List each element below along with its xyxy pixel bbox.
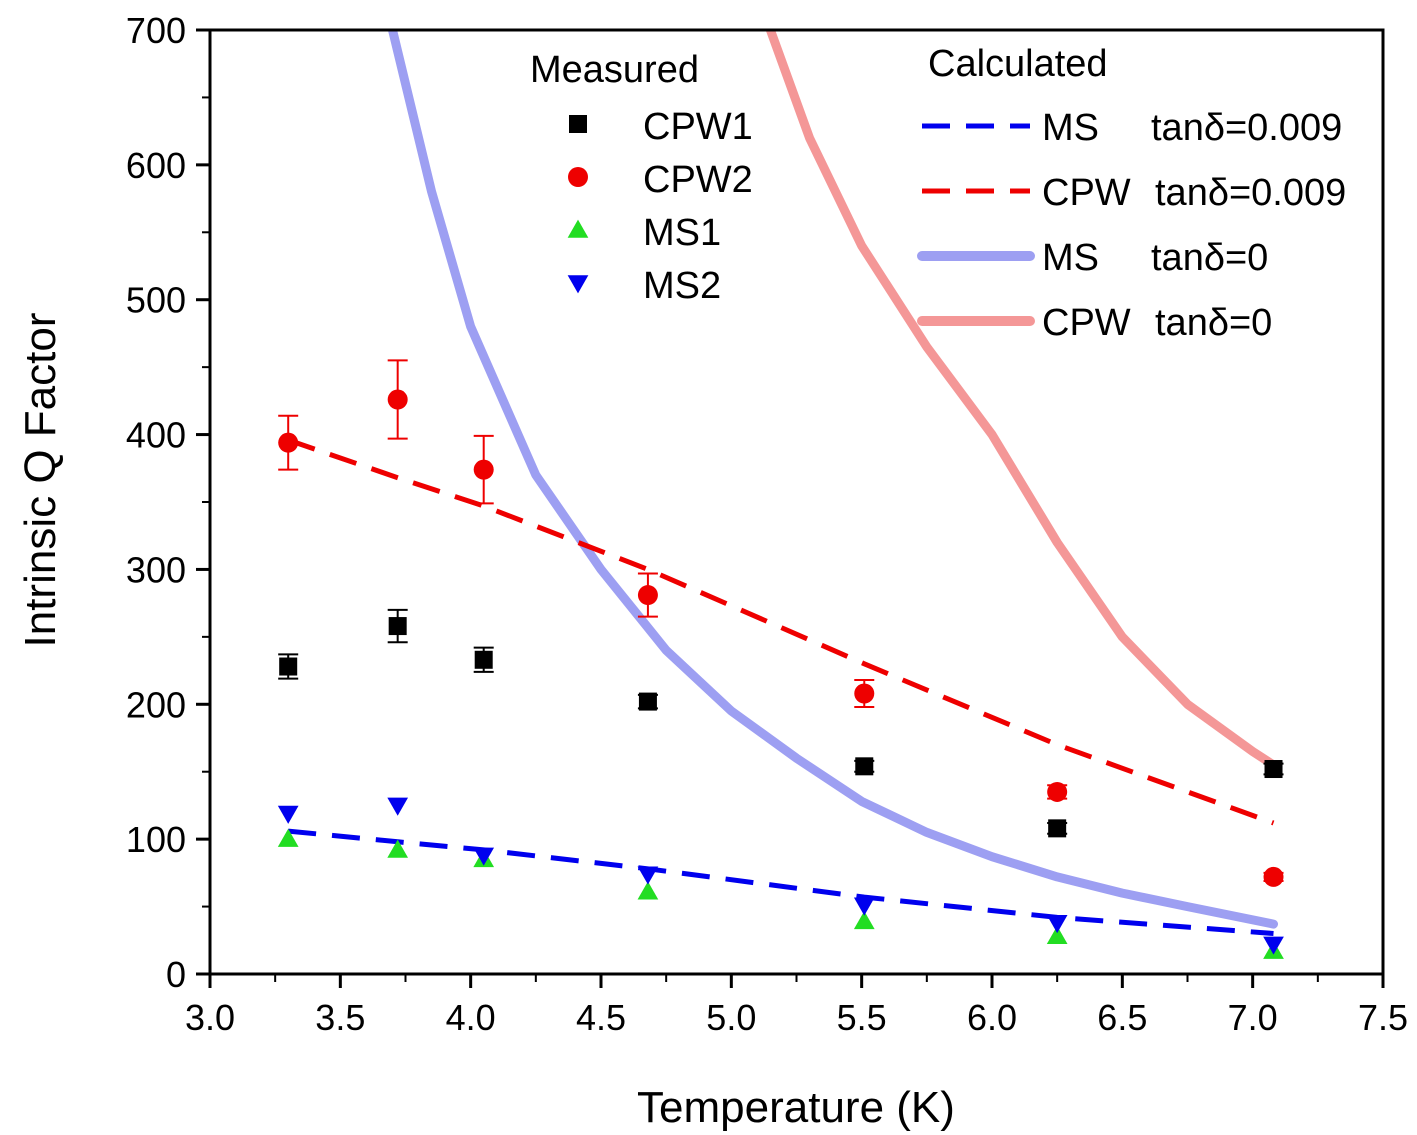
legend-label-cpw1: CPW1 <box>643 106 753 148</box>
x-tick-label: 5.0 <box>706 997 756 1038</box>
legend-label-cpw2: CPW2 <box>643 159 753 201</box>
data-point-cpw1 <box>855 757 874 776</box>
legend-marker-cpw1 <box>569 115 587 133</box>
x-tick-label: 7.0 <box>1228 997 1278 1038</box>
legend-calculated: Calculated MS tanδ=0.009 CPW tanδ=0.009 MS ta… <box>917 43 1346 344</box>
data-point-ms1 <box>853 911 875 930</box>
y-tick-label: 600 <box>126 145 186 186</box>
tick-labels: 3.0 3.5 4.0 4.5 5.0 5.5 6.0 6.5 7.0 7.5 0 100 200 300… <box>126 10 1408 1038</box>
y-tick-label: 100 <box>126 819 186 860</box>
data-point-ms2 <box>277 805 299 824</box>
legend-marker-ms1 <box>567 219 589 238</box>
legend-marker-ms2 <box>567 275 589 294</box>
calc-line-ms-loss <box>287 828 1274 936</box>
data-point-cpw2 <box>278 432 299 453</box>
x-tick-label: 6.0 <box>967 997 1017 1038</box>
data-point-ms2 <box>473 847 495 866</box>
legend-marker-cpw2 <box>568 167 588 187</box>
data-point-ms1 <box>277 828 299 847</box>
y-tick-label: 400 <box>126 415 186 456</box>
x-tick-label: 3.5 <box>315 997 365 1038</box>
calculated-lines <box>287 30 1278 936</box>
y-tick-label: 200 <box>126 684 186 725</box>
calc-line-ms-lossless <box>388 30 1278 929</box>
y-axis-title: Intrinsic Q Factor <box>16 313 65 648</box>
data-point-cpw2 <box>473 459 494 480</box>
y-tick-label: 0 <box>166 954 186 995</box>
legend-measured-title: Measured <box>530 49 699 91</box>
calc-line-cpw-lossless <box>765 30 1278 770</box>
x-tick-label: 5.5 <box>837 997 887 1038</box>
x-tick-label: 4.5 <box>576 997 626 1038</box>
calc-line-cpw-loss <box>287 437 1275 826</box>
y-tick-label: 700 <box>126 10 186 51</box>
x-tick-label: 6.5 <box>1097 997 1147 1038</box>
legend-label-ms2: MS2 <box>643 265 721 307</box>
data-point-ms2 <box>1046 914 1068 934</box>
data-point-ms1 <box>387 839 409 858</box>
data-point-cpw1 <box>1048 819 1067 838</box>
x-tick-label: 3.0 <box>185 997 235 1038</box>
legend-label-ms1: MS1 <box>643 212 721 254</box>
data-point-cpw1 <box>388 617 407 636</box>
data-point-ms2 <box>637 866 659 885</box>
data-point-cpw2 <box>637 585 658 606</box>
x-axis-title: Temperature (K) <box>637 1083 955 1132</box>
legend-calc-tan: tanδ=0 <box>1151 237 1268 279</box>
data-point-cpw1 <box>279 657 298 676</box>
data-point-cpw1 <box>638 692 657 711</box>
measured-points <box>277 359 1284 959</box>
data-point-ms1 <box>637 881 659 900</box>
data-point-cpw1 <box>1264 760 1283 779</box>
data-point-cpw2 <box>1047 781 1068 802</box>
legend-calc-name: MS <box>1042 237 1099 279</box>
legend-calc-name: MS <box>1042 107 1099 149</box>
y-tick-label: 300 <box>126 549 186 590</box>
legend-calc-name: CPW <box>1042 172 1131 214</box>
legend-calculated-title: Calculated <box>928 43 1108 85</box>
x-tick-label: 7.5 <box>1358 997 1408 1038</box>
legend-calc-tan: tanδ=0 <box>1155 302 1272 344</box>
data-point-ms1 <box>1046 925 1068 945</box>
data-point-ms2 <box>1263 936 1284 955</box>
data-point-cpw2 <box>1263 866 1284 887</box>
x-tick-label: 4.0 <box>446 997 496 1038</box>
data-point-cpw2 <box>854 683 875 704</box>
data-point-ms2 <box>853 897 875 916</box>
y-tick-label: 500 <box>126 280 186 321</box>
legend-measured: Measured CPW1 CPW2 MS1 MS2 <box>530 49 753 307</box>
data-point-cpw2 <box>387 389 408 410</box>
data-point-ms2 <box>387 797 409 816</box>
legend-calc-name: CPW <box>1042 302 1131 344</box>
data-point-cpw1 <box>474 650 493 669</box>
legend-calc-tan: tanδ=0.009 <box>1155 172 1346 214</box>
legend-calc-tan: tanδ=0.009 <box>1151 107 1342 149</box>
plot-frame <box>208 28 1385 976</box>
